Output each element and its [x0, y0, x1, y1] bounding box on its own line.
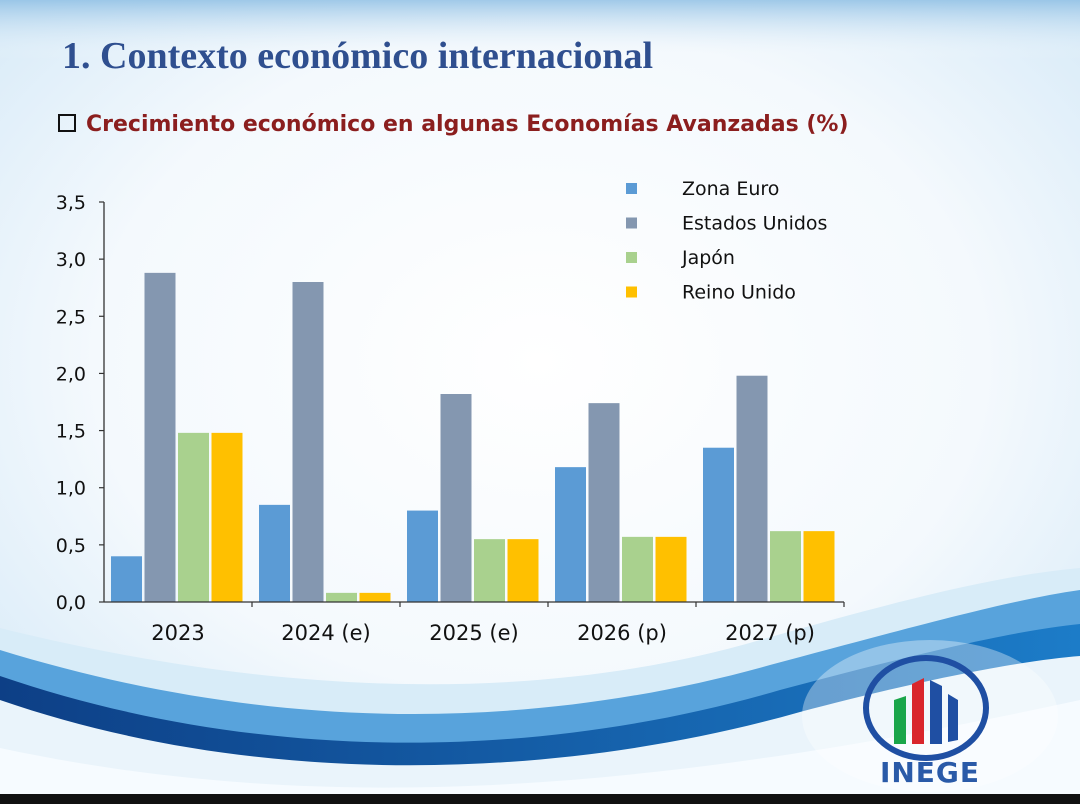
x-tick-label: 2027 (p)	[725, 621, 815, 645]
y-tick-label: 2,0	[56, 363, 86, 385]
legend-label-3: Japón	[681, 247, 735, 269]
bar-2-3	[440, 394, 472, 602]
checkbox-icon	[58, 114, 76, 132]
y-tick-label: 2,5	[56, 306, 86, 328]
bar-4-5	[803, 531, 835, 602]
x-tick-label: 2025 (e)	[429, 621, 518, 645]
legend-swatch-4	[626, 286, 637, 298]
bar-3-1	[178, 432, 209, 602]
bar-2-1	[144, 272, 176, 602]
bar-4-3	[507, 539, 539, 602]
y-tick-label: 1,5	[56, 421, 86, 443]
slide-number: 1.	[62, 35, 91, 77]
x-tick-label: 2024 (e)	[281, 621, 370, 645]
y-tick-label: 3,0	[56, 249, 86, 271]
bar-3-3	[474, 539, 505, 602]
legend-swatch-3	[626, 252, 637, 263]
bar-4-1	[211, 432, 243, 602]
bar-1-4	[555, 467, 586, 602]
legend-swatch-1	[626, 183, 637, 194]
logo-text: INEGE	[879, 756, 981, 789]
chart-heading: Crecimiento económico en algunas Economí…	[58, 112, 849, 137]
x-tick-label: 2023	[151, 621, 204, 645]
inege-logo	[863, 655, 989, 761]
x-tick-label: 2026 (p)	[577, 621, 667, 645]
legend-label-4: Reino Unido	[682, 282, 796, 304]
y-tick-label: 1,0	[56, 478, 86, 500]
bar-4-2	[359, 592, 391, 602]
legend-swatch-2	[626, 217, 637, 229]
bar-3-2	[326, 592, 357, 602]
y-tick-label: 0,0	[56, 592, 86, 614]
y-tick-label: 3,5	[56, 192, 86, 214]
bar-1-2	[259, 504, 290, 602]
y-axis: 0,0 0,5 1,0 1,5 2,0 2,5 3,0 3,5	[56, 192, 105, 614]
bar-2-4	[588, 403, 620, 602]
y-tick-label: 0,5	[56, 535, 86, 557]
bar-3-4	[622, 536, 653, 602]
legend-label-1: Zona Euro	[682, 178, 779, 200]
bar-1-1	[111, 556, 142, 602]
page-title: 1. Contexto económico internacional	[62, 34, 653, 78]
legend-label-2: Estados Unidos	[682, 213, 827, 235]
slide-title-text: Contexto económico internacional	[100, 35, 654, 77]
x-axis: 2023 2024 (e) 2025 (e) 2026 (p) 2027 (p)	[104, 601, 845, 645]
bar-4-4	[655, 536, 687, 602]
bar-1-5	[703, 447, 734, 602]
bar-1-3	[407, 510, 438, 602]
legend: Zona Euro Estados Unidos Japón Reino Unido	[626, 178, 827, 304]
chart-heading-text: Crecimiento económico en algunas Economí…	[86, 112, 849, 137]
bars	[111, 272, 835, 602]
bar-2-2	[292, 282, 324, 602]
bar-2-5	[736, 375, 768, 602]
bar-3-5	[770, 531, 801, 602]
